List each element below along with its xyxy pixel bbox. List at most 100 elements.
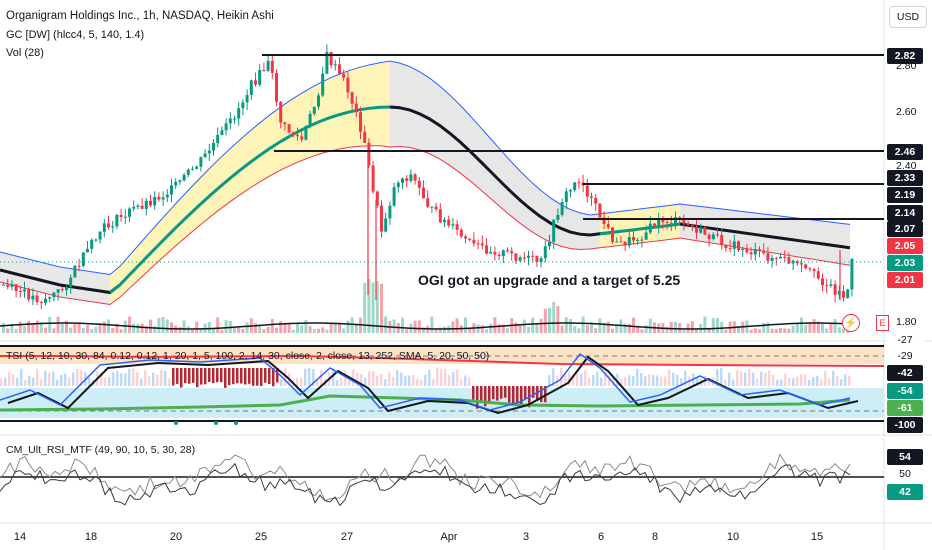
volume-bar xyxy=(585,325,589,333)
volume-bar xyxy=(598,318,602,333)
tsi-histogram-bar xyxy=(552,368,555,386)
tsi-histogram-bar xyxy=(36,368,39,386)
candle-body xyxy=(186,169,190,175)
tsi-indicator-legend[interactable]: TSI (5, 12, 10, 30, 84, 0.12, 0.12, 1, 2… xyxy=(6,350,490,362)
candle-body xyxy=(531,255,535,257)
candle-body xyxy=(86,248,89,253)
tsi-histogram-bar xyxy=(136,372,139,386)
volume-bar xyxy=(636,326,640,333)
tsi-histogram-bar xyxy=(380,374,383,386)
candle-body xyxy=(178,180,182,182)
candle-body xyxy=(783,256,787,258)
volume-bar xyxy=(56,316,60,333)
candle-body xyxy=(615,241,619,243)
candle-body xyxy=(833,284,837,295)
tsi-histogram-bar xyxy=(796,376,799,386)
tsi-histogram-bar xyxy=(760,371,763,386)
candle-body xyxy=(762,250,766,254)
candle-body xyxy=(682,219,686,224)
chart-annotation[interactable]: OGI got an upgrade and a target of 5.25 xyxy=(418,272,681,288)
tsi-histogram-bar xyxy=(356,373,359,386)
candle-body xyxy=(636,240,640,241)
candle-body xyxy=(56,289,60,293)
volume-bar xyxy=(556,306,560,333)
volume-bar xyxy=(674,321,677,333)
tsi-histogram-bar xyxy=(368,371,371,386)
candle-body xyxy=(489,251,493,254)
candle-body xyxy=(426,198,430,207)
tsi-histogram-bar xyxy=(192,368,195,383)
volume-bar xyxy=(60,324,64,333)
volume-bar xyxy=(73,323,77,333)
tsi-histogram-bar xyxy=(680,378,683,386)
volume-bar xyxy=(90,328,94,333)
tsi-histogram-bar xyxy=(108,376,111,386)
candle-body xyxy=(829,284,833,286)
candle-body xyxy=(598,203,602,218)
currency-button[interactable]: USD xyxy=(889,6,927,28)
tsi-histogram-bar xyxy=(396,370,399,386)
volume-bar xyxy=(577,328,581,333)
tsi-histogram-bar xyxy=(420,379,423,386)
earnings-icon[interactable]: E xyxy=(876,315,889,331)
candle-body xyxy=(270,60,274,73)
tsi-histogram-bar xyxy=(232,368,235,385)
candle-body xyxy=(44,298,47,303)
volume-bar xyxy=(812,319,816,333)
tsi-histogram-bar xyxy=(716,368,719,386)
tsi-histogram-bar xyxy=(76,369,79,386)
candle-body xyxy=(18,291,22,292)
candle-body xyxy=(741,249,745,250)
candle-body xyxy=(258,70,262,85)
tsi-histogram-bar xyxy=(20,368,23,386)
candle-body xyxy=(438,209,442,223)
candle-body xyxy=(73,265,77,278)
tsi-histogram-bar xyxy=(180,368,183,388)
volume-indicator-legend[interactable]: Vol (28) xyxy=(6,47,44,59)
tsi-histogram-bar xyxy=(572,375,575,386)
tsi-histogram-bar xyxy=(408,375,411,386)
tsi-histogram-bar xyxy=(296,378,299,386)
tsi-histogram-bar xyxy=(752,372,755,386)
candle-body xyxy=(367,142,371,166)
candle-body xyxy=(371,165,375,192)
candle-body xyxy=(821,278,824,286)
volume-bar xyxy=(81,327,85,333)
volume-bar xyxy=(304,320,308,333)
tsi-histogram-bar xyxy=(812,377,815,386)
tsi-histogram-bar xyxy=(644,376,647,386)
volume-bar xyxy=(212,328,215,333)
tsi-histogram-bar xyxy=(800,374,803,386)
gc-indicator-legend[interactable]: GC [DW] (hlcc4, 5, 140, 1.4) xyxy=(6,29,145,41)
tsi-histogram-bar xyxy=(808,379,811,386)
candle-body xyxy=(590,196,593,198)
tsi-tag: -54 xyxy=(887,383,923,399)
time-tick-label: 25 xyxy=(254,531,268,543)
candle-body xyxy=(325,52,329,74)
volume-bar xyxy=(115,323,119,333)
price-tag: 2.03 xyxy=(887,255,923,271)
volume-bar xyxy=(535,324,539,333)
time-tick-label: 20 xyxy=(169,531,183,543)
volume-bar xyxy=(430,316,434,333)
tsi-histogram-bar xyxy=(176,368,179,384)
volume-bar xyxy=(779,327,782,333)
candle-body xyxy=(480,243,484,246)
tsi-histogram-bar xyxy=(804,374,807,386)
volume-bar xyxy=(329,323,333,333)
tsi-histogram-bar xyxy=(104,377,107,386)
volume-bar xyxy=(548,308,551,333)
candle-body xyxy=(812,269,816,272)
candle-body xyxy=(123,216,127,218)
volume-bar xyxy=(262,329,266,333)
volume-bar xyxy=(716,318,719,333)
volume-bar xyxy=(65,320,68,333)
candle-body xyxy=(699,227,703,233)
tsi-histogram-bar xyxy=(236,368,239,384)
candle-body xyxy=(161,197,165,200)
lightning-icon[interactable]: ⚡ xyxy=(842,314,860,332)
rsi-indicator-legend[interactable]: CM_Ult_RSI_MTF (49, 90, 10, 5, 30, 28) xyxy=(6,444,196,456)
tsi-histogram-bar xyxy=(360,374,363,386)
tsi-histogram-bar xyxy=(304,368,307,386)
